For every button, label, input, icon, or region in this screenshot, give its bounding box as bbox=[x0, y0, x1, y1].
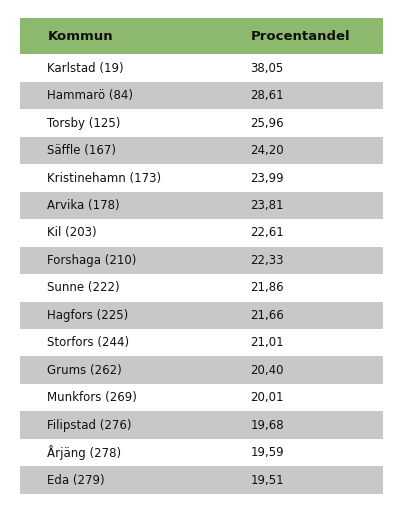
Text: Sunne (222): Sunne (222) bbox=[48, 281, 120, 294]
Bar bbox=[20, 247, 383, 274]
Text: Grums (262): Grums (262) bbox=[48, 364, 122, 377]
Text: Hagfors (225): Hagfors (225) bbox=[48, 309, 129, 322]
Text: Torsby (125): Torsby (125) bbox=[48, 117, 121, 130]
Text: Storfors (244): Storfors (244) bbox=[48, 336, 129, 349]
Text: 20,40: 20,40 bbox=[250, 364, 284, 377]
Bar bbox=[20, 329, 383, 356]
Bar bbox=[20, 466, 383, 494]
Text: Forshaga (210): Forshaga (210) bbox=[48, 254, 137, 267]
Text: 24,20: 24,20 bbox=[250, 144, 284, 157]
Text: Arvika (178): Arvika (178) bbox=[48, 199, 120, 212]
Bar bbox=[20, 356, 383, 384]
Text: Hammarö (84): Hammarö (84) bbox=[48, 89, 133, 102]
Bar bbox=[20, 439, 383, 466]
Text: Säffle (167): Säffle (167) bbox=[48, 144, 116, 157]
Text: Kristinehamn (173): Kristinehamn (173) bbox=[48, 172, 162, 184]
Text: 19,51: 19,51 bbox=[250, 473, 284, 487]
Bar bbox=[20, 82, 383, 109]
Bar bbox=[20, 109, 383, 137]
Text: 23,99: 23,99 bbox=[250, 172, 284, 184]
Bar bbox=[20, 219, 383, 247]
Text: 28,61: 28,61 bbox=[250, 89, 284, 102]
Bar bbox=[20, 192, 383, 219]
Text: 23,81: 23,81 bbox=[250, 199, 284, 212]
Text: 22,61: 22,61 bbox=[250, 227, 284, 239]
Bar bbox=[20, 384, 383, 411]
Bar bbox=[20, 18, 383, 54]
Text: Karlstad (19): Karlstad (19) bbox=[48, 62, 124, 75]
Text: 21,86: 21,86 bbox=[250, 281, 284, 294]
Text: 19,68: 19,68 bbox=[250, 418, 284, 432]
Text: Årjäng (278): Årjäng (278) bbox=[48, 445, 121, 460]
Text: Procentandel: Procentandel bbox=[250, 30, 350, 43]
Text: 38,05: 38,05 bbox=[250, 62, 284, 75]
Bar bbox=[20, 54, 383, 82]
Text: 25,96: 25,96 bbox=[250, 117, 284, 130]
Text: Eda (279): Eda (279) bbox=[48, 473, 105, 487]
Text: 19,59: 19,59 bbox=[250, 446, 284, 459]
Text: Kommun: Kommun bbox=[48, 30, 113, 43]
Text: 20,01: 20,01 bbox=[250, 391, 284, 404]
Text: 21,66: 21,66 bbox=[250, 309, 284, 322]
Text: Munkfors (269): Munkfors (269) bbox=[48, 391, 137, 404]
Bar bbox=[20, 301, 383, 329]
Bar bbox=[20, 274, 383, 301]
Bar bbox=[20, 137, 383, 164]
Text: Kil (203): Kil (203) bbox=[48, 227, 97, 239]
Bar bbox=[20, 164, 383, 192]
Text: 21,01: 21,01 bbox=[250, 336, 284, 349]
Text: 22,33: 22,33 bbox=[250, 254, 284, 267]
Text: Filipstad (276): Filipstad (276) bbox=[48, 418, 132, 432]
Bar bbox=[20, 411, 383, 439]
